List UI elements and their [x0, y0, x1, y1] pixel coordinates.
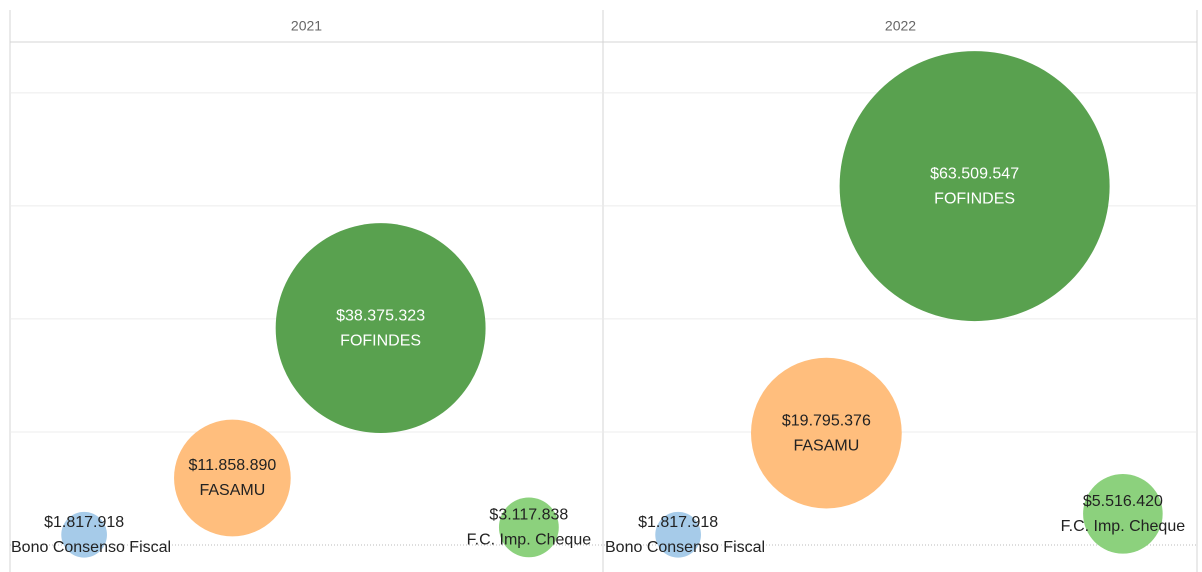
value-label: $63.509.547 — [930, 165, 1019, 182]
bubble — [174, 419, 291, 537]
value-label: $11.858.890 — [188, 457, 276, 474]
bubble — [1083, 474, 1163, 554]
panel-header: 2021 — [291, 18, 322, 34]
category-label: FASAMU — [793, 437, 859, 454]
bubble — [751, 357, 902, 509]
value-label: $19.795.376 — [782, 412, 871, 429]
category-label: FASAMU — [199, 482, 265, 499]
category-label: FOFINDES — [340, 332, 421, 349]
category-label: F.C. Imp. Cheque — [467, 532, 592, 549]
category-label: Bono Consenso Fiscal — [11, 539, 171, 556]
bubble — [275, 223, 486, 434]
value-label: $1.817.918 — [44, 514, 124, 531]
value-label: $5.516.420 — [1083, 493, 1163, 510]
value-label: $38.375.323 — [336, 307, 425, 324]
bubble — [61, 511, 107, 558]
value-label: $3.117.838 — [489, 507, 568, 524]
bubble — [839, 51, 1110, 322]
category-label: F.C. Imp. Cheque — [1061, 518, 1186, 535]
category-label: Bono Consenso Fiscal — [605, 539, 765, 556]
bubble — [655, 511, 701, 558]
panel-header: 2022 — [885, 18, 916, 34]
value-label: $1.817.918 — [638, 514, 718, 531]
category-label: FOFINDES — [934, 190, 1015, 207]
bubble — [498, 497, 559, 558]
